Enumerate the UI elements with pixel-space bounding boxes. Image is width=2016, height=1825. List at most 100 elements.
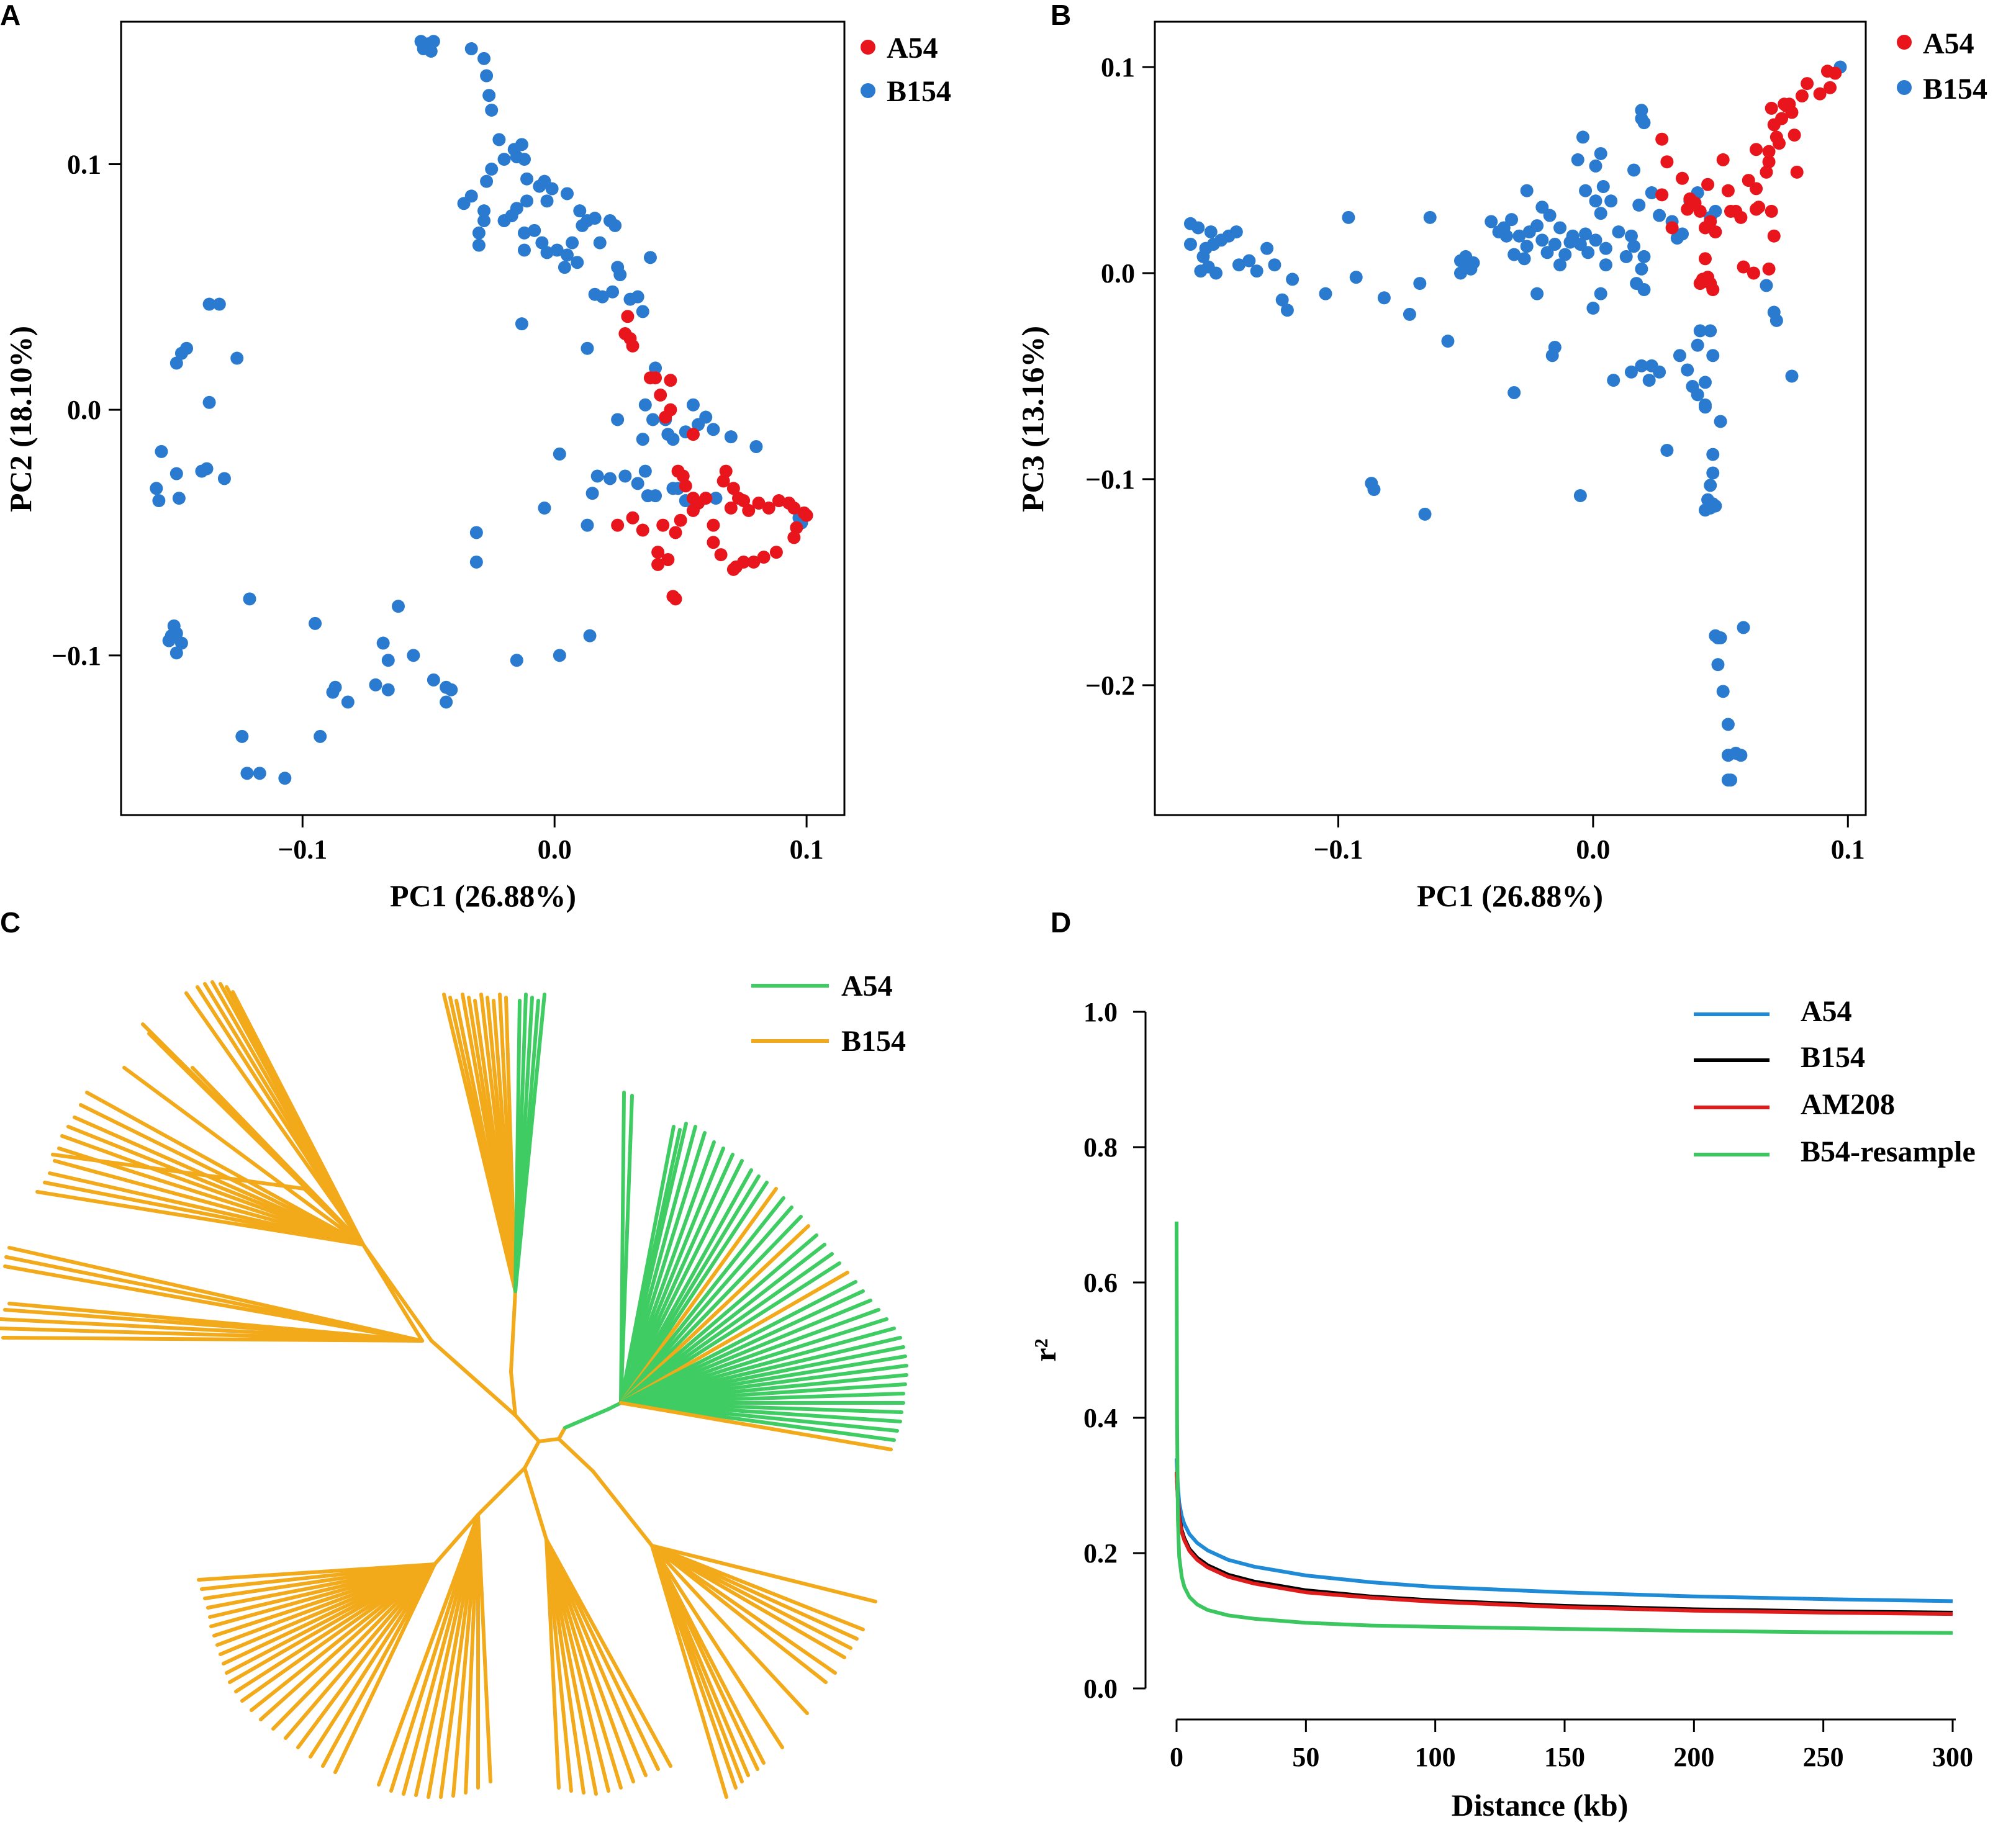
point-b154 bbox=[1418, 507, 1432, 521]
point-b154 bbox=[638, 398, 652, 412]
point-a54 bbox=[707, 536, 720, 549]
point-b154 bbox=[724, 430, 738, 444]
point-b154 bbox=[1553, 221, 1567, 235]
point-b154 bbox=[540, 246, 554, 259]
point-b154 bbox=[566, 236, 579, 250]
line-am208 bbox=[1175, 1472, 1953, 1616]
point-a54 bbox=[654, 388, 667, 402]
tree-leaf bbox=[402, 1513, 480, 1796]
point-a54 bbox=[1795, 89, 1809, 103]
point-b154 bbox=[477, 214, 491, 227]
point-b154 bbox=[1770, 313, 1783, 327]
tree-leaf bbox=[545, 1538, 610, 1793]
tree-leaf bbox=[545, 1538, 648, 1777]
y-axis-ticks: −0.2 −0.1 0.0 0.1 bbox=[1085, 52, 1155, 701]
point-b154 bbox=[1553, 258, 1567, 272]
point-b154 bbox=[517, 226, 531, 240]
panel-letter-b: B bbox=[1051, 0, 1071, 31]
point-b154 bbox=[553, 447, 566, 461]
tree-leaf bbox=[60, 1134, 365, 1246]
point-b154 bbox=[1530, 287, 1544, 300]
point-b154 bbox=[643, 251, 657, 264]
point-b154 bbox=[1599, 258, 1612, 272]
tree-internal-branch bbox=[513, 1413, 541, 1443]
tree-leaf bbox=[250, 1562, 436, 1712]
point-b154 bbox=[1698, 376, 1712, 389]
point-b154 bbox=[1624, 365, 1638, 379]
point-b154 bbox=[1637, 250, 1651, 263]
point-a54 bbox=[679, 479, 692, 493]
point-b154 bbox=[1540, 246, 1554, 259]
panel-c: C A54 B154 bbox=[0, 906, 908, 1799]
y-axis-label: PC2 (18.10%) bbox=[3, 326, 38, 512]
point-b154 bbox=[618, 469, 632, 483]
point-a54 bbox=[1696, 273, 1709, 286]
point-b154 bbox=[392, 600, 405, 613]
x-tick-label: −0.1 bbox=[278, 834, 327, 865]
point-b154 bbox=[170, 467, 183, 480]
point-a54 bbox=[1701, 178, 1715, 191]
panel-b: B −0.1 0.0 0.1 −0.2 −0.1 0.0 0.1 PC1 (26.88%)… bbox=[1015, 0, 1987, 913]
point-b154 bbox=[550, 243, 564, 257]
point-b154 bbox=[1229, 225, 1243, 239]
point-b154 bbox=[666, 482, 680, 495]
y-tick-label: 0.1 bbox=[1101, 52, 1135, 83]
point-a54 bbox=[1772, 137, 1786, 150]
legend-label-a54: A54 bbox=[1801, 995, 1852, 1028]
point-b154 bbox=[1691, 338, 1704, 352]
point-b154 bbox=[1642, 374, 1656, 387]
point-a54 bbox=[1676, 171, 1689, 185]
point-a54 bbox=[621, 310, 635, 323]
tree-leaf bbox=[184, 991, 365, 1246]
line-a54 bbox=[1175, 1458, 1953, 1603]
tree-internal-branch bbox=[563, 1407, 610, 1430]
point-b154 bbox=[1250, 264, 1263, 278]
tree-internal-branch bbox=[523, 1466, 548, 1541]
tree-leaf bbox=[650, 1544, 837, 1675]
tree-leaf bbox=[545, 1538, 672, 1768]
point-b154 bbox=[381, 683, 395, 696]
tree-leaf bbox=[619, 1205, 793, 1405]
point-a54 bbox=[1721, 184, 1735, 197]
point-b154 bbox=[1499, 229, 1513, 243]
tree-leaf bbox=[545, 1538, 598, 1796]
point-a54 bbox=[762, 501, 775, 515]
point-a54 bbox=[674, 513, 687, 527]
point-b154 bbox=[1196, 250, 1210, 263]
point-b154 bbox=[588, 212, 602, 225]
point-b154 bbox=[1645, 359, 1658, 372]
x-axis-ticks: −0.1 0.0 0.1 bbox=[1313, 815, 1865, 865]
point-b154 bbox=[485, 162, 499, 176]
point-a54 bbox=[1765, 204, 1778, 218]
point-b154 bbox=[1627, 163, 1641, 177]
point-b154 bbox=[1319, 287, 1332, 300]
point-b154 bbox=[1737, 621, 1750, 634]
legend-marker-b154 bbox=[1897, 80, 1912, 95]
y-tick-label: 0.1 bbox=[67, 149, 101, 179]
point-b154 bbox=[427, 35, 440, 48]
point-b154 bbox=[1637, 283, 1651, 297]
point-b154 bbox=[631, 290, 644, 304]
tree-leaf bbox=[619, 1401, 893, 1451]
y-axis-label: PC3 (13.16%) bbox=[1015, 326, 1050, 512]
point-b154 bbox=[1724, 773, 1737, 787]
point-a54 bbox=[757, 551, 771, 564]
point-b154 bbox=[1635, 104, 1648, 117]
point-a54 bbox=[651, 557, 665, 571]
point-b154 bbox=[585, 487, 599, 500]
point-b154 bbox=[571, 256, 584, 269]
point-b154 bbox=[477, 52, 491, 65]
y-tick-label: −0.2 bbox=[1085, 670, 1135, 701]
point-b154 bbox=[520, 172, 534, 186]
tree-leaf bbox=[619, 1159, 744, 1405]
point-a54 bbox=[769, 546, 783, 559]
point-b154 bbox=[457, 197, 471, 210]
point-b154 bbox=[202, 395, 216, 409]
point-a54 bbox=[1775, 112, 1789, 125]
tree-internal-branch bbox=[591, 1469, 654, 1548]
point-b154 bbox=[707, 423, 720, 436]
point-b154 bbox=[1716, 685, 1730, 698]
tree-leaf bbox=[231, 990, 365, 1246]
point-b154 bbox=[1711, 658, 1725, 672]
point-a54 bbox=[714, 548, 728, 562]
